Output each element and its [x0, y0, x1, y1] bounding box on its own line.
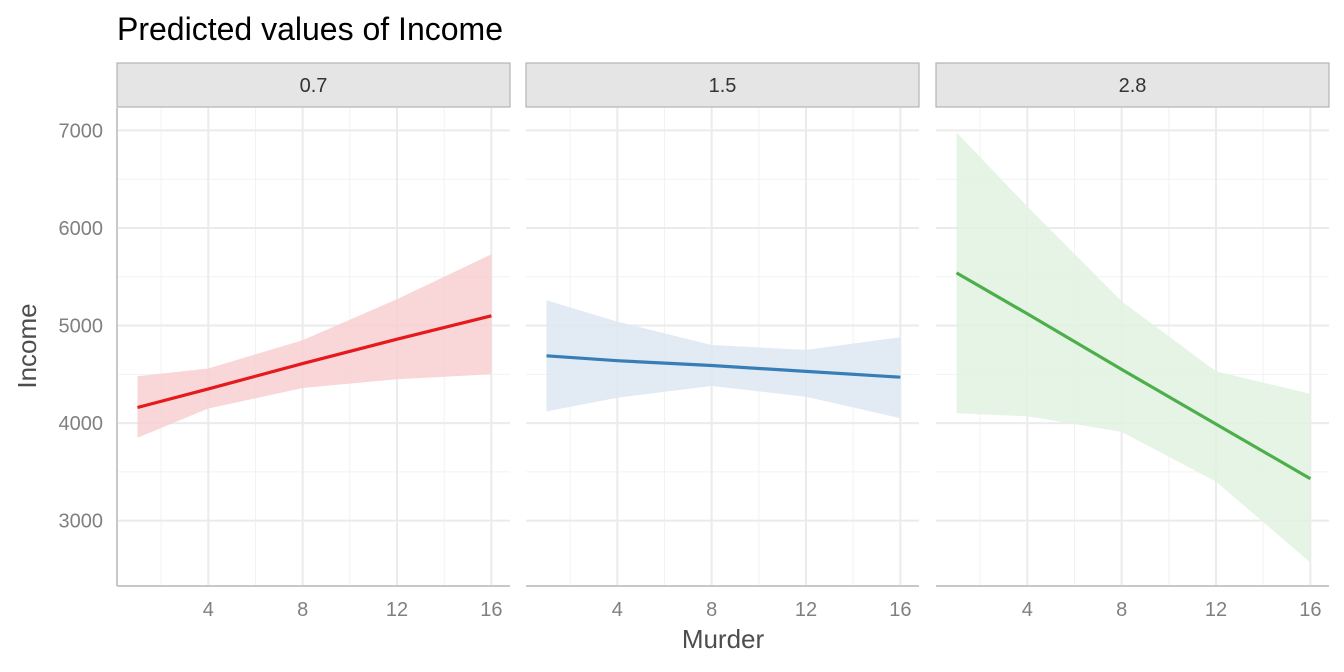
- x-tick-label: 12: [1205, 599, 1227, 621]
- x-tick-label: 16: [1299, 599, 1321, 621]
- confidence-band: [956, 132, 1311, 563]
- prediction-line: [546, 354, 901, 379]
- facet-strip-label: 1.5: [709, 75, 737, 97]
- x-axis-title: Murder: [682, 624, 765, 654]
- x-tick-label: 12: [386, 599, 408, 621]
- facet-strip: [525, 62, 920, 108]
- y-axis-tick-labels: 3000 4000 5000 6000 7000: [59, 120, 104, 532]
- confidence-band: [137, 254, 492, 438]
- y-tick-label: 3000: [59, 511, 104, 533]
- x-tick-label: 4: [1022, 599, 1033, 621]
- chart-title: Predicted values of Income: [117, 11, 503, 47]
- facet-panel-1.5: 1.5 4 8 12 16: [525, 62, 920, 621]
- y-tick-label: 7000: [59, 120, 104, 142]
- y-tick-label: 5000: [59, 316, 104, 338]
- y-tick-label: 6000: [59, 218, 104, 240]
- x-tick-label: 8: [1116, 599, 1127, 621]
- x-tick-label: 16: [480, 599, 502, 621]
- facet-panel-2.8: 2.8 4 8 12 16: [935, 62, 1330, 621]
- facet-panel-0.7: 0.7 4 8 12 16: [116, 62, 511, 621]
- confidence-band: [546, 300, 901, 419]
- x-tick-label: 16: [889, 599, 911, 621]
- x-tick-label: 4: [203, 599, 214, 621]
- x-tick-label: 12: [795, 599, 817, 621]
- x-tick-label: 8: [297, 599, 308, 621]
- x-tick-label: 4: [612, 599, 623, 621]
- facet-strip-label: 2.8: [1119, 75, 1147, 97]
- y-tick-label: 4000: [59, 413, 104, 435]
- prediction-line: [137, 314, 492, 410]
- facet-panels: 0.7 4 8 12 16 1.5 4 8 12 16 2.8 4 8 12 16: [116, 62, 1330, 621]
- facet-strip: [116, 62, 511, 108]
- facet-strip-label: 0.7: [300, 75, 328, 97]
- x-tick-label: 8: [706, 599, 717, 621]
- prediction-line: [955, 271, 1312, 481]
- facet-strip: [935, 62, 1330, 108]
- y-axis-title: Income: [12, 303, 42, 388]
